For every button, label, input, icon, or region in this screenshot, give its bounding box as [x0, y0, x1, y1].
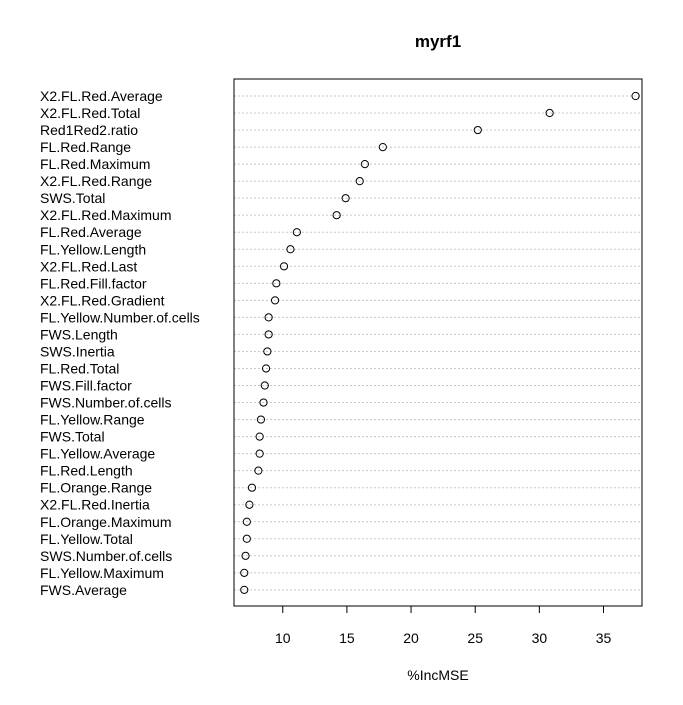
data-point: [240, 585, 249, 594]
data-point: [332, 211, 341, 220]
x-tick-label: 10: [275, 630, 291, 646]
category-labels: X2.FL.Red.AverageX2.FL.Red.TotalRed1Red2…: [40, 88, 200, 598]
category-label: FWS.Length: [40, 326, 118, 342]
data-point: [264, 313, 273, 322]
category-label: FL.Red.Maximum: [40, 156, 150, 172]
category-label: X2.FL.Red.Average: [40, 88, 163, 104]
data-point: [292, 228, 301, 237]
data-point: [240, 568, 249, 577]
category-label: SWS.Total: [40, 190, 105, 206]
category-label: X2.FL.Red.Inertia: [40, 497, 150, 513]
x-tick-label: 35: [596, 630, 612, 646]
category-label: FL.Yellow.Total: [40, 531, 133, 547]
data-point: [272, 279, 281, 288]
category-label: FWS.Average: [40, 582, 127, 598]
data-point: [263, 347, 272, 356]
data-point: [255, 432, 264, 441]
data-point: [255, 449, 264, 458]
category-label: X2.FL.Red.Maximum: [40, 207, 171, 223]
data-point: [360, 160, 369, 169]
data-point: [259, 398, 268, 407]
category-label: X2.FL.Red.Gradient: [40, 292, 165, 308]
data-point: [261, 364, 271, 373]
x-tick-label: 30: [532, 630, 548, 646]
category-label: FL.Orange.Maximum: [40, 514, 171, 530]
category-label: FL.Yellow.Maximum: [40, 565, 164, 581]
category-label: FL.Yellow.Length: [40, 241, 146, 257]
category-label: FWS.Fill.factor: [40, 378, 132, 394]
data-point: [256, 415, 266, 424]
data-point: [286, 245, 295, 254]
category-label: Red1Red2.ratio: [40, 122, 138, 138]
data-point: [355, 177, 364, 186]
data-point: [245, 500, 254, 509]
data-point: [247, 483, 257, 492]
x-tick-label: 20: [403, 630, 419, 646]
category-label: FL.Yellow.Range: [40, 412, 145, 428]
category-label: SWS.Inertia: [40, 343, 115, 359]
x-tick-label: 15: [339, 630, 355, 646]
data-point: [473, 125, 482, 135]
category-label: FL.Red.Fill.factor: [40, 275, 147, 291]
category-label: FL.Red.Average: [40, 224, 142, 240]
data-point: [241, 551, 250, 560]
data-points: [240, 91, 640, 594]
category-label: X2.FL.Red.Range: [40, 173, 152, 189]
chart-title: myrf1: [415, 32, 461, 51]
x-axis: 10 15 20 25 30 35: [275, 606, 612, 646]
category-label: X2.FL.Red.Last: [40, 258, 137, 274]
category-label: FL.Red.Length: [40, 463, 133, 479]
data-point: [260, 381, 269, 390]
data-point: [242, 534, 251, 543]
x-tick-label: 25: [467, 630, 483, 646]
data-point: [545, 108, 554, 118]
category-label: FL.Yellow.Number.of.cells: [40, 309, 200, 325]
data-point: [242, 517, 251, 526]
x-axis-title: %IncMSE: [407, 667, 468, 683]
category-label: FL.Yellow.Average: [40, 446, 155, 462]
category-label: FWS.Number.of.cells: [40, 395, 171, 411]
category-label: X2.FL.Red.Total: [40, 105, 140, 121]
gridlines: [234, 95, 642, 591]
category-label: FWS.Total: [40, 429, 105, 445]
data-point: [631, 91, 640, 101]
category-label: FL.Red.Range: [40, 139, 131, 155]
category-label: SWS.Number.of.cells: [40, 548, 172, 564]
data-point: [264, 330, 273, 339]
data-point: [279, 262, 289, 271]
data-point: [270, 296, 280, 305]
category-label: FL.Orange.Range: [40, 480, 152, 496]
data-point: [341, 194, 350, 203]
category-label: FL.Red.Total: [40, 360, 119, 376]
data-point: [378, 142, 387, 152]
plot-frame: [233, 78, 643, 607]
data-point: [254, 466, 263, 475]
